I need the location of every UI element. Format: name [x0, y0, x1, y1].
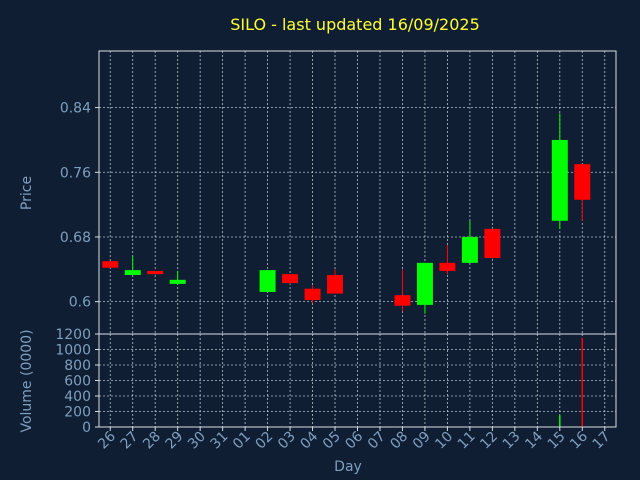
candle	[439, 245, 456, 275]
candle-body	[574, 164, 591, 200]
price-tick-label: 0.84	[60, 101, 91, 117]
volume-tick-label: 800	[64, 358, 91, 374]
x-tick-label: 26	[95, 428, 119, 452]
x-tick-label: 09	[410, 429, 434, 453]
candle	[484, 228, 501, 258]
candle-body	[102, 261, 119, 268]
x-tick-label: 12	[477, 429, 501, 453]
candle-body	[259, 270, 276, 292]
candle-body	[484, 228, 501, 258]
candle-body	[394, 295, 411, 306]
price-tick-label: 0.76	[60, 165, 91, 181]
x-tick-label: 06	[342, 428, 366, 452]
x-tick-label: 07	[365, 429, 389, 453]
candle-body	[282, 274, 299, 284]
x-tick-label: 03	[275, 429, 299, 453]
x-axis: 2627282930310102030405060708091011121314…	[95, 427, 614, 453]
candle-body	[551, 139, 568, 221]
candle	[169, 270, 186, 285]
candle	[551, 113, 568, 229]
candle	[416, 262, 433, 314]
volume-tick-label: 600	[64, 374, 91, 390]
volume-tick-label: 1200	[55, 327, 91, 343]
candle-body	[124, 270, 141, 275]
candle	[304, 285, 321, 304]
x-tick-label: 31	[208, 429, 232, 453]
candle-body	[304, 288, 321, 301]
x-tick-label: 10	[432, 429, 456, 453]
candle	[259, 270, 276, 292]
volume-axis-label: Volume (0000)	[19, 329, 35, 432]
x-tick-label: 11	[455, 429, 479, 453]
x-tick-label: 27	[118, 429, 142, 453]
volume-tick-label: 200	[64, 405, 91, 421]
x-tick-label: 01	[230, 429, 254, 453]
volume-tick-label: 400	[64, 389, 91, 405]
candle-body	[439, 262, 456, 271]
x-tick-label: 08	[387, 429, 411, 453]
x-axis-label: Day	[334, 459, 362, 475]
candle	[124, 256, 141, 275]
x-tick-label: 28	[140, 429, 164, 453]
x-tick-label: 29	[163, 429, 187, 453]
price-panel: 0.6 0.68 0.76 0.84 Price	[19, 50, 617, 335]
candle-body	[147, 270, 164, 275]
candle-body	[327, 274, 344, 294]
x-tick-label: 30	[185, 429, 209, 453]
price-axis-label: Price	[19, 176, 35, 210]
candle-body	[461, 236, 478, 263]
x-tick-label: 02	[252, 429, 276, 453]
candle	[147, 270, 164, 275]
price-tick-label: 0.6	[69, 295, 91, 311]
x-tick-label: 14	[522, 428, 546, 452]
volume-tick-label: 1000	[55, 343, 91, 359]
candle	[327, 269, 344, 294]
candle	[282, 274, 299, 284]
chart-title: SILO - last updated 16/09/2025	[230, 15, 480, 34]
x-tick-label: 05	[320, 429, 344, 453]
candle	[394, 269, 411, 312]
candle-body	[416, 262, 433, 305]
candle	[461, 220, 478, 263]
price-tick-label: 0.68	[60, 230, 91, 246]
x-tick-label: 04	[297, 428, 321, 452]
volume-tick-label: 0	[82, 420, 91, 436]
candle-body	[169, 279, 186, 284]
candle	[102, 261, 119, 268]
x-tick-label: 15	[545, 429, 569, 453]
x-tick-label: 16	[567, 428, 591, 452]
candle	[574, 164, 591, 221]
x-tick-label: 17	[590, 429, 614, 453]
x-tick-label: 13	[500, 429, 524, 453]
